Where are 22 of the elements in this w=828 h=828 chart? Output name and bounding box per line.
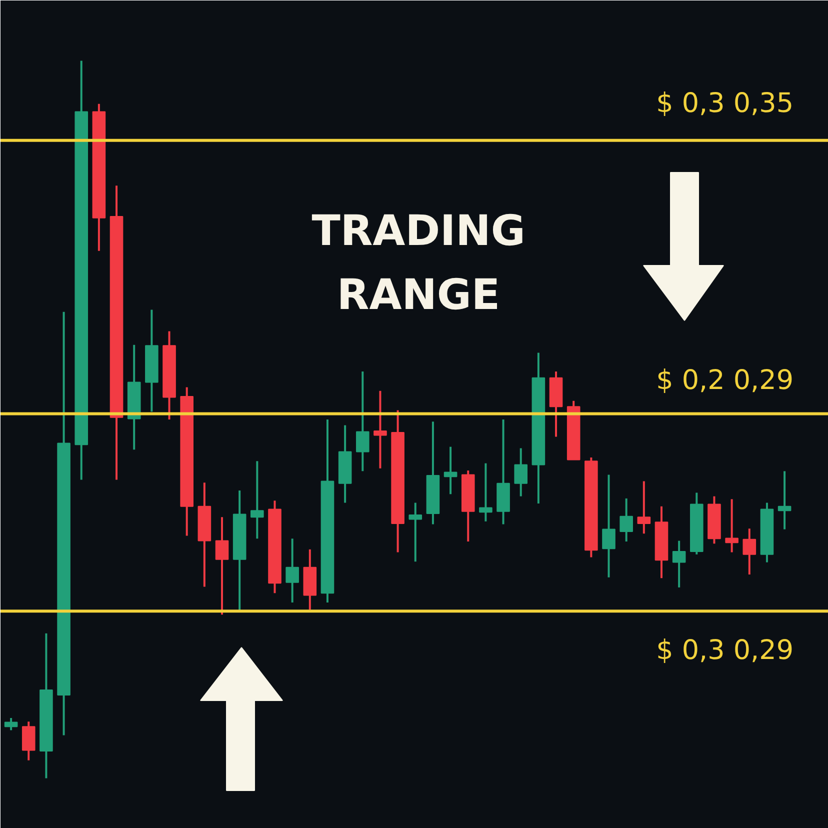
- annotation: $ 0,3 0,29: [656, 635, 794, 666]
- annotation: $ 0,3 0,35: [656, 88, 794, 119]
- candlestick: [602, 474, 616, 578]
- candlestick: [742, 528, 756, 576]
- candlestick: [215, 516, 229, 616]
- annotation: $ 0,2 0,29: [656, 365, 794, 396]
- candlestick: [250, 460, 264, 540]
- candlestick: [444, 446, 458, 496]
- candlestick: [725, 498, 738, 554]
- candlestick: [672, 540, 686, 588]
- candlestick: [408, 502, 422, 563]
- candlestick: [22, 720, 36, 762]
- candlestick: [620, 497, 633, 542]
- candlestick: [514, 447, 528, 498]
- candlestick: [778, 470, 792, 530]
- annotation: TRADING RANGE: [312, 206, 526, 319]
- candlestick: [286, 538, 299, 604]
- candlestick: [479, 462, 492, 522]
- candlestick: [637, 480, 651, 535]
- candlestick: [374, 390, 387, 470]
- candlestick: [4, 717, 18, 732]
- candlestick: [356, 370, 370, 472]
